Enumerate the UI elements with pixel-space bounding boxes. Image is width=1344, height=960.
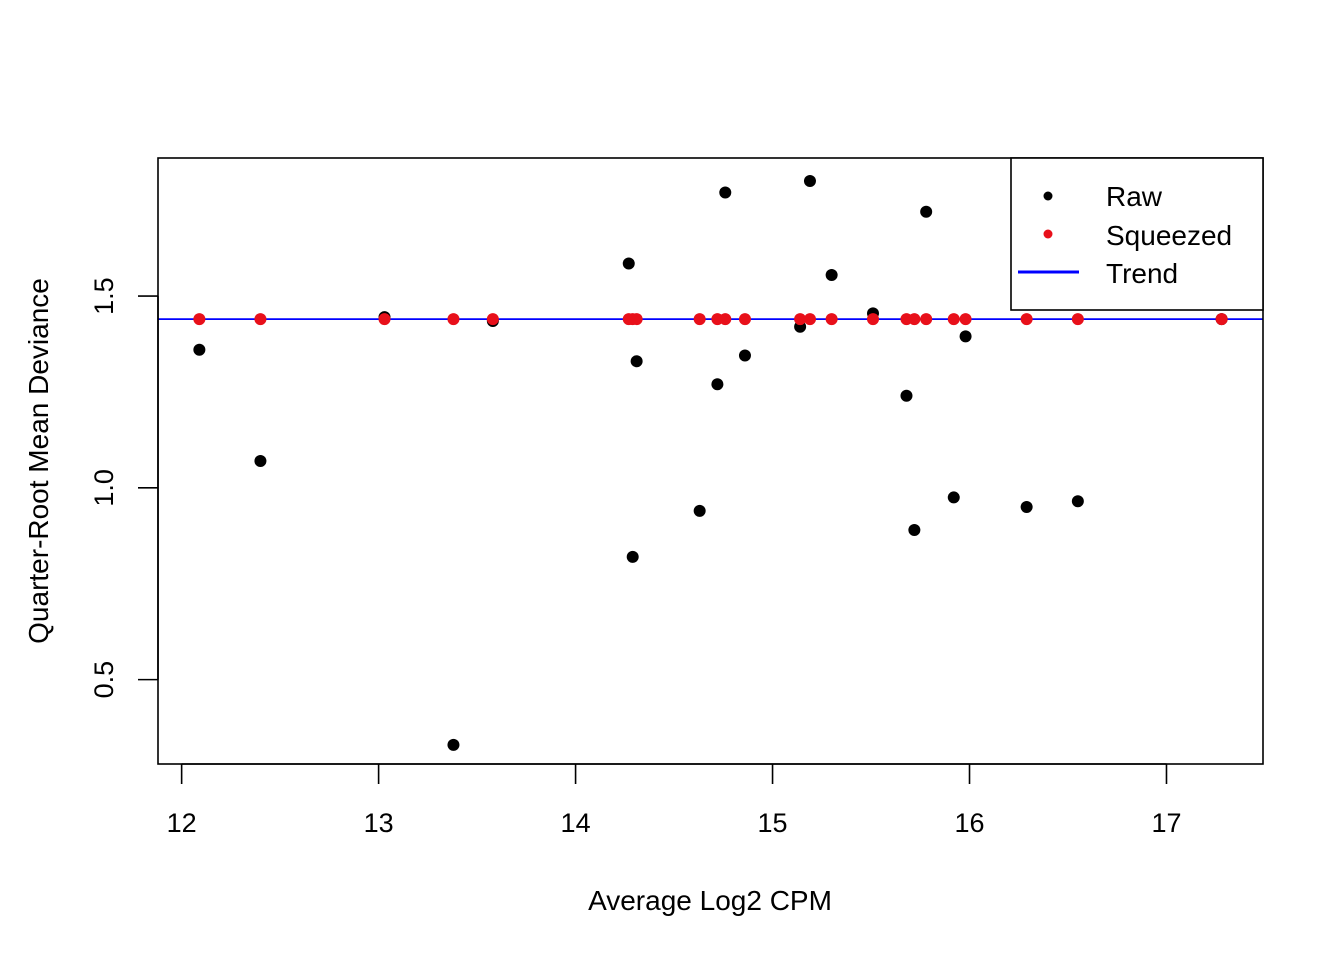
squeezed-point [254, 313, 267, 326]
raw-point [630, 355, 643, 368]
raw-point [193, 343, 206, 356]
squeezed-points [193, 313, 1228, 326]
legend-trend-label: Trend [1106, 258, 1178, 289]
raw-point [959, 330, 972, 343]
raw-point [711, 378, 724, 391]
squeezed-point [959, 313, 972, 326]
y-axis-label: Quarter-Root Mean Deviance [23, 278, 54, 644]
legend: Raw Squeezed Trend [1010, 157, 1264, 311]
raw-point [447, 738, 460, 751]
squeezed-point [447, 313, 460, 326]
raw-point [1020, 501, 1033, 514]
raw-point [908, 524, 921, 537]
x-tick-label: 13 [364, 808, 394, 838]
raw-point [693, 504, 706, 517]
raw-point [825, 268, 838, 281]
x-axis: 12 13 14 15 16 17 [167, 763, 1182, 838]
raw-point [622, 257, 635, 270]
squeezed-point [378, 313, 391, 326]
legend-squeezed-label: Squeezed [1106, 220, 1232, 251]
squeezed-point [1020, 313, 1033, 326]
y-tick-label: 0.5 [89, 661, 119, 699]
x-tick-label: 15 [758, 808, 788, 838]
x-tick-label: 17 [1151, 808, 1181, 838]
squeezed-point [693, 313, 706, 326]
squeezed-point [630, 313, 643, 326]
x-tick-label: 16 [954, 808, 984, 838]
raw-point [738, 349, 751, 362]
legend-squeezed-marker [1043, 229, 1053, 239]
raw-point [900, 389, 913, 402]
squeezed-point [738, 313, 751, 326]
x-axis-label: Average Log2 CPM [588, 885, 832, 916]
legend-box [1010, 157, 1264, 311]
squeezed-point [867, 313, 879, 326]
legend-raw-label: Raw [1106, 181, 1163, 212]
raw-point [947, 491, 960, 504]
legend-raw-marker [1043, 191, 1053, 201]
raw-point [920, 205, 933, 218]
squeezed-point [193, 313, 206, 326]
squeezed-point [908, 313, 921, 326]
y-axis: 0.5 1.0 1.5 [89, 277, 159, 699]
squeezed-point [947, 313, 960, 326]
squeezed-point [719, 313, 732, 326]
raw-point [803, 175, 816, 188]
squeezed-point [1071, 313, 1084, 326]
squeezed-point [825, 313, 838, 326]
raw-point [254, 455, 267, 467]
squeezed-point [1215, 313, 1228, 326]
y-tick-label: 1.0 [89, 469, 119, 507]
raw-point [719, 186, 732, 199]
squeezed-point [803, 313, 816, 326]
squeezed-point [794, 313, 807, 326]
y-tick-label: 1.5 [89, 277, 119, 315]
x-tick-label: 12 [167, 808, 197, 838]
raw-point [1071, 495, 1084, 508]
squeezed-point [920, 313, 933, 326]
x-tick-label: 14 [561, 808, 591, 838]
raw-point [626, 550, 639, 563]
squeezed-point [486, 313, 499, 326]
